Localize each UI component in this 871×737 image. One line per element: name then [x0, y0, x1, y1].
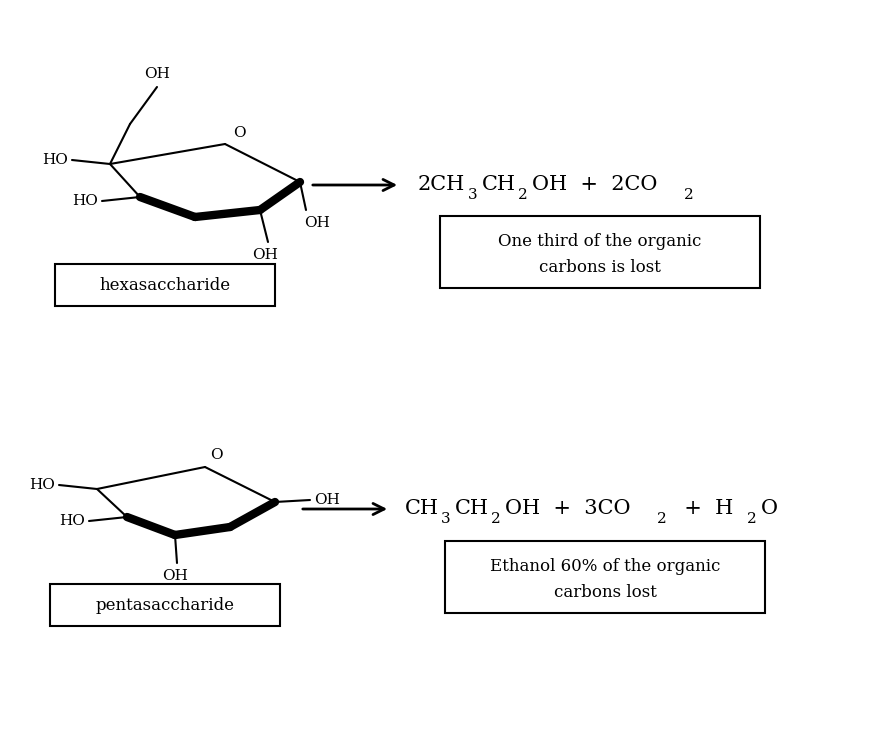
Text: hexasaccharide: hexasaccharide: [99, 276, 231, 293]
Bar: [55, 264, 275, 306]
Text: O: O: [210, 448, 223, 462]
Text: OH  +  3CO: OH + 3CO: [505, 500, 631, 519]
Text: carbons lost: carbons lost: [554, 584, 657, 601]
Text: OH: OH: [314, 493, 340, 507]
Text: 2: 2: [518, 188, 528, 202]
Text: CH: CH: [482, 175, 516, 195]
Text: CH: CH: [455, 500, 489, 519]
Text: OH: OH: [304, 216, 330, 230]
Text: HO: HO: [29, 478, 55, 492]
Text: OH: OH: [144, 67, 170, 81]
Text: OH  +  2CO: OH + 2CO: [532, 175, 658, 195]
Text: HO: HO: [59, 514, 85, 528]
Text: Ethanol 60% of the organic: Ethanol 60% of the organic: [490, 558, 720, 575]
Text: OH: OH: [252, 248, 278, 262]
Bar: [50, 584, 280, 626]
Bar: [445, 541, 765, 613]
Text: 2: 2: [657, 512, 666, 526]
Text: O: O: [233, 126, 246, 140]
Text: +  H: + H: [671, 500, 733, 519]
Text: CH: CH: [405, 500, 439, 519]
Text: carbons is lost: carbons is lost: [539, 259, 661, 276]
Text: 2: 2: [491, 512, 501, 526]
Text: 2: 2: [747, 512, 757, 526]
Text: pentasaccharide: pentasaccharide: [96, 596, 234, 613]
Text: HO: HO: [72, 194, 98, 208]
Text: O: O: [761, 500, 778, 519]
Text: HO: HO: [42, 153, 68, 167]
Text: 3: 3: [468, 188, 477, 202]
Text: 2: 2: [684, 188, 693, 202]
Text: 2CH: 2CH: [418, 175, 465, 195]
Text: OH: OH: [162, 569, 188, 583]
Text: One third of the organic: One third of the organic: [498, 233, 702, 250]
Bar: [440, 216, 760, 288]
Text: 3: 3: [441, 512, 450, 526]
